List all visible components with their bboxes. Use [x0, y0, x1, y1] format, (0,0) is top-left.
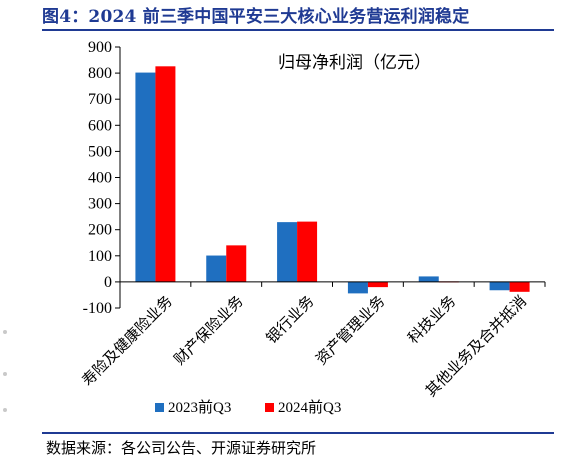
y-tick-label: 800: [88, 65, 112, 82]
title-rule: [42, 29, 554, 31]
bar-s1-c0: [155, 66, 176, 282]
legend-label-0: 2023前Q3: [168, 399, 231, 416]
bar-s0-c2: [277, 222, 298, 282]
bars-layer: [135, 66, 530, 294]
bar-s1-c1: [226, 245, 247, 282]
bar-s0-c0: [135, 72, 156, 282]
figure-title: 图4：2024 前三季中国平安三大核心业务营运利润稳定: [42, 7, 470, 27]
legend-swatch-0: [155, 403, 164, 412]
edge-mark: [3, 330, 7, 334]
source-note: 数据来源：各公司公告、开源证券研究所: [46, 439, 317, 457]
y-tick-label: 300: [88, 196, 112, 213]
y-tick-label: 500: [88, 143, 112, 160]
bar-s1-c3: [367, 281, 388, 288]
bar-s0-c4: [418, 276, 439, 282]
x-category-label: 科技业务: [404, 292, 459, 347]
x-category-label: 银行业务: [262, 292, 317, 347]
source-rule: [42, 432, 554, 434]
y-tick-label: 100: [88, 248, 112, 265]
bar-s1-c2: [297, 221, 318, 282]
bar-s1-c5: [509, 281, 530, 292]
legend-label-1: 2024前Q3: [278, 399, 341, 416]
y-tick-label: 900: [88, 39, 112, 56]
edge-mark: [3, 372, 7, 376]
x-category-label: 财产保险业务: [170, 292, 246, 368]
chart-annotation: 归母净利润（亿元）: [278, 53, 431, 73]
y-tick-label: 400: [88, 170, 112, 187]
edge-mark: [3, 408, 7, 412]
y-tick-label: -100: [83, 300, 112, 317]
y-tick-label: 0: [104, 274, 112, 291]
legend-swatch-1: [265, 403, 274, 412]
y-tick-label: 600: [88, 117, 112, 134]
y-tick-label: 200: [88, 222, 112, 239]
x-category-label: 资产管理业务: [312, 292, 388, 368]
bar-s0-c5: [489, 281, 510, 291]
bar-s0-c3: [347, 281, 368, 294]
y-tick-label: 700: [88, 91, 112, 108]
legend: 2023前Q3 2024前Q3: [155, 399, 341, 416]
bar-s0-c1: [206, 255, 227, 282]
